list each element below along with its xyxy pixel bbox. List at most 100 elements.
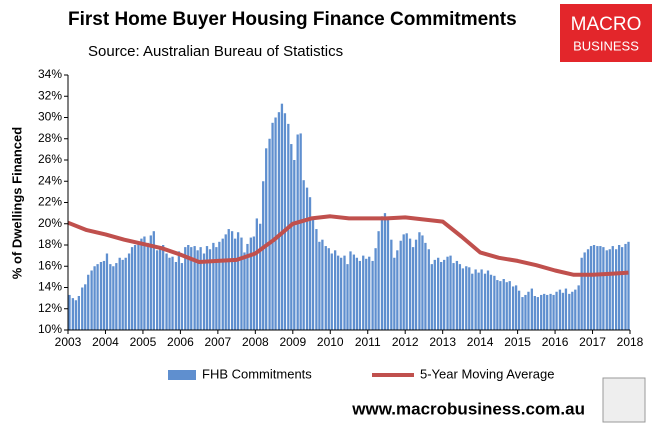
bar	[352, 254, 356, 330]
bar	[146, 242, 149, 330]
bar	[614, 249, 618, 330]
bar	[568, 293, 571, 330]
bar	[620, 247, 624, 330]
x-tick-label: 2009	[279, 335, 306, 349]
y-tick-label: 16%	[38, 258, 62, 272]
bar	[365, 258, 368, 330]
y-tick-label: 10%	[38, 322, 62, 336]
bar	[440, 262, 443, 330]
bar	[414, 239, 418, 330]
bar	[455, 260, 459, 330]
y-tick-label: 22%	[38, 195, 62, 209]
bar	[617, 245, 621, 330]
bar	[558, 289, 562, 330]
logo-text: BUSINESS	[573, 38, 639, 53]
bar	[468, 267, 471, 330]
x-tick-label: 2010	[317, 335, 344, 349]
bar	[152, 231, 155, 330]
bar	[302, 180, 305, 330]
bar	[496, 280, 499, 330]
bar	[605, 250, 608, 330]
bar	[311, 218, 315, 330]
bar	[374, 248, 377, 330]
logo-text: MACRO	[571, 14, 642, 35]
bar	[84, 284, 87, 330]
bar	[277, 112, 281, 330]
bar	[177, 251, 181, 330]
bar	[508, 281, 511, 330]
bar	[383, 213, 387, 330]
bar	[465, 266, 468, 330]
bar	[105, 253, 109, 330]
y-tick-label: 20%	[38, 216, 62, 230]
bar	[602, 247, 605, 330]
bar	[583, 252, 586, 330]
bar	[499, 281, 502, 330]
y-axis-label: % of Dwellings Financed	[9, 127, 24, 279]
bar	[180, 263, 184, 330]
bar	[77, 296, 81, 330]
bar	[580, 257, 583, 330]
bar	[346, 264, 349, 330]
bar	[521, 297, 524, 330]
legend-swatch	[168, 370, 196, 380]
x-tick-label: 2016	[542, 335, 569, 349]
bar	[159, 246, 162, 330]
bar	[112, 266, 115, 330]
y-tick-label: 14%	[38, 280, 62, 294]
bar	[240, 237, 243, 330]
bar	[156, 250, 159, 330]
bar	[74, 300, 78, 330]
bar	[549, 293, 552, 330]
bar	[199, 247, 202, 330]
bar	[592, 245, 596, 330]
bar	[293, 160, 296, 330]
bar	[230, 231, 234, 330]
bar	[524, 294, 527, 330]
footer-url: www.macrobusiness.com.au	[351, 399, 585, 418]
bar	[115, 263, 118, 330]
x-tick-label: 2017	[579, 335, 606, 349]
x-tick-label: 2004	[92, 335, 119, 349]
x-tick-label: 2013	[429, 335, 456, 349]
chart-subtitle: Source: Australian Bureau of Statistics	[88, 43, 343, 60]
bar	[252, 236, 255, 330]
bar	[452, 263, 455, 330]
logo-icon	[602, 377, 646, 423]
bar	[399, 240, 402, 330]
bar	[577, 285, 580, 330]
bar	[184, 247, 187, 330]
y-tick-label: 12%	[38, 301, 62, 315]
bar	[402, 234, 405, 330]
bar	[368, 256, 371, 330]
x-tick-label: 2006	[167, 335, 194, 349]
bar	[533, 296, 536, 330]
logo-box	[560, 4, 652, 62]
bar	[202, 253, 206, 330]
bar	[143, 236, 146, 330]
bar	[255, 218, 258, 330]
bar	[405, 233, 408, 330]
bar	[121, 259, 124, 330]
bar	[318, 241, 321, 330]
bar	[140, 238, 143, 330]
bar	[205, 246, 209, 330]
bar	[489, 274, 493, 330]
bar	[208, 249, 212, 330]
bar	[571, 291, 574, 330]
y-tick-label: 30%	[38, 110, 62, 124]
bar	[168, 257, 171, 330]
bar	[171, 256, 174, 330]
bar	[315, 229, 318, 330]
bar	[377, 231, 380, 330]
bar	[411, 247, 415, 330]
bar	[471, 273, 474, 330]
bar	[446, 256, 449, 330]
x-tick-label: 2014	[467, 335, 494, 349]
bar	[265, 148, 268, 330]
bar	[477, 272, 480, 330]
bar	[543, 293, 546, 330]
bar	[336, 255, 340, 330]
bar	[386, 218, 390, 330]
